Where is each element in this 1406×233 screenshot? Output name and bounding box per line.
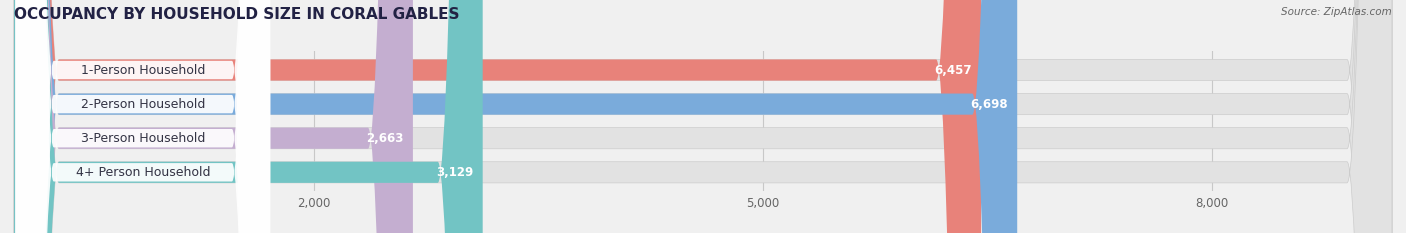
FancyBboxPatch shape <box>14 0 1392 233</box>
Text: 4+ Person Household: 4+ Person Household <box>76 166 209 179</box>
FancyBboxPatch shape <box>14 0 1017 233</box>
Text: 6,457: 6,457 <box>935 64 972 76</box>
FancyBboxPatch shape <box>14 0 482 233</box>
FancyBboxPatch shape <box>14 0 1392 233</box>
Text: 2-Person Household: 2-Person Household <box>80 98 205 111</box>
FancyBboxPatch shape <box>15 0 270 233</box>
Text: 6,698: 6,698 <box>970 98 1008 111</box>
FancyBboxPatch shape <box>14 0 413 233</box>
Text: 2,663: 2,663 <box>367 132 404 145</box>
Text: 3,129: 3,129 <box>436 166 474 179</box>
FancyBboxPatch shape <box>14 0 1392 233</box>
FancyBboxPatch shape <box>15 0 270 233</box>
FancyBboxPatch shape <box>15 0 270 233</box>
Text: Source: ZipAtlas.com: Source: ZipAtlas.com <box>1281 7 1392 17</box>
FancyBboxPatch shape <box>14 0 981 233</box>
FancyBboxPatch shape <box>15 0 270 233</box>
Text: OCCUPANCY BY HOUSEHOLD SIZE IN CORAL GABLES: OCCUPANCY BY HOUSEHOLD SIZE IN CORAL GAB… <box>14 7 460 22</box>
Text: 1-Person Household: 1-Person Household <box>80 64 205 76</box>
FancyBboxPatch shape <box>14 0 1392 233</box>
Text: 3-Person Household: 3-Person Household <box>80 132 205 145</box>
